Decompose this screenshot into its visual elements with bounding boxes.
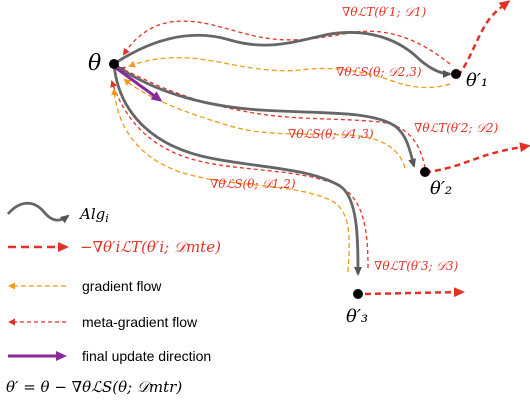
legend-meta-gradient-flow-label: meta-gradient flow: [82, 314, 198, 330]
legend-alg-swatch: [6, 201, 70, 224]
legend-final-update-label: final update direction: [82, 348, 211, 364]
alg-path-1: [113, 31, 452, 78]
theta1-label: θ′₁: [466, 70, 488, 91]
theta-node: [109, 59, 119, 69]
alg-path-3: [112, 63, 362, 276]
grad-s-label-12: ∇θℒS(θ; 𝒟1,2): [210, 177, 296, 191]
meta-loss-arrow-2: [424, 142, 530, 174]
gradient-flow-23: [128, 56, 451, 89]
alg-path-2: [113, 62, 416, 168]
theta1-node: [451, 69, 461, 79]
update-rule: θ′ = θ − ∇θℒS(θ; 𝒟mtr): [6, 378, 182, 396]
meta-grad-label-1: ∇θℒT(θ′1; 𝒟1): [342, 5, 427, 19]
legend-gradient-flow-label: gradient flow: [82, 278, 162, 294]
grad-s-label-13: ∇θℒS(θ; 𝒟1,3): [288, 127, 374, 141]
meta-loss-arrow-1: [456, 0, 511, 77]
meta-gradient-flow-1: [122, 20, 451, 65]
theta-label: θ: [88, 51, 101, 76]
meta-loss-arrow-3: [364, 287, 465, 298]
meta-grad-label-2: ∇θℒT(θ′2; 𝒟2): [414, 121, 499, 135]
grad-s-label-23: ∇θℒS(θ; 𝒟2,3): [336, 65, 422, 79]
meta-grad-label-3: ∇θℒT(θ′3; 𝒟3): [374, 259, 459, 273]
theta2-node: [420, 167, 430, 177]
legend-alg-label: Algi: [78, 205, 109, 225]
gradient-flow-12: [111, 88, 350, 273]
final-update-arrow: [115, 66, 163, 102]
theta3-label: θ′₃: [346, 306, 368, 327]
theta3-node: [353, 289, 363, 299]
theta2-label: θ′₂: [430, 178, 452, 199]
legend: Algi −∇θ′iℒT(θ′i; 𝒟mte) gradient flow me…: [6, 201, 221, 396]
legend-meta-loss-label: −∇θ′iℒT(θ′i; 𝒟mte): [80, 238, 221, 256]
gradient-flow-13: [123, 78, 406, 169]
meta-gradient-flow-3: [110, 80, 369, 269]
